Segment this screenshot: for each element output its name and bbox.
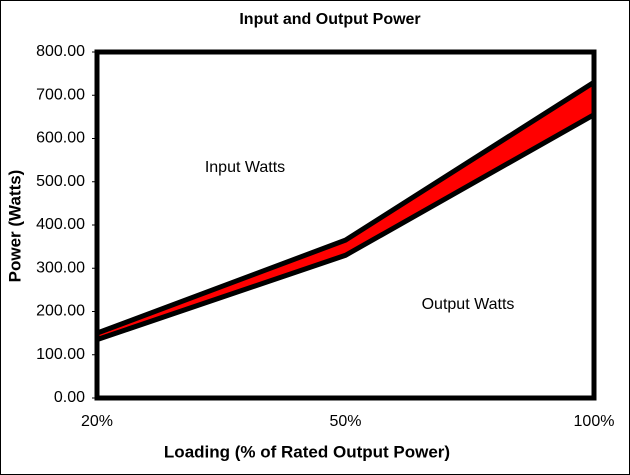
plot-area	[97, 52, 594, 398]
x-tick-label: 20%	[81, 413, 113, 430]
annotation: Input Watts	[205, 159, 285, 176]
x-tick-label: 100%	[574, 413, 615, 430]
y-tick-label: 800.00	[36, 43, 85, 60]
y-axis-title: Power (Watts)	[5, 170, 24, 283]
plot-border	[94, 49, 597, 401]
series-line	[96, 112, 596, 342]
y-tick-label: 200.00	[36, 303, 85, 320]
y-tick-label: 0.00	[54, 389, 85, 406]
y-tick-label: 700.00	[36, 86, 85, 103]
chart-title: Input and Output Power	[239, 11, 420, 28]
y-tick-label: 300.00	[36, 259, 85, 276]
series-line	[96, 80, 596, 336]
y-tick-label: 400.00	[36, 216, 85, 233]
annotation: Output Watts	[422, 296, 515, 313]
x-axis-title: Loading (% of Rated Output Power)	[164, 442, 450, 461]
y-tick-label: 100.00	[36, 346, 85, 363]
y-tick-label: 600.00	[36, 130, 85, 147]
x-tick-label: 50%	[329, 413, 361, 430]
y-tick-label: 500.00	[36, 173, 85, 190]
